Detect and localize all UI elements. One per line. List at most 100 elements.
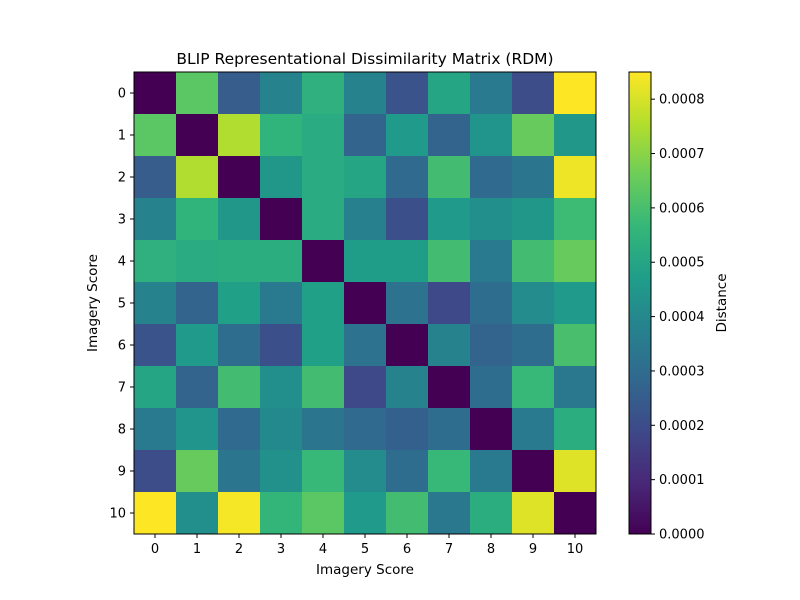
heatmap-cell: [512, 366, 555, 409]
colorbar-tick-label: 0.0006: [659, 201, 705, 216]
heatmap-cell: [260, 282, 303, 325]
heatmap-cell: [260, 156, 303, 199]
heatmap-cell: [386, 450, 429, 493]
x-axis-ticks: 0 1 2 3 4 5 6 7 8 9 10: [151, 534, 583, 557]
heatmap-cell: [386, 366, 429, 409]
heatmap-cell: [470, 72, 513, 115]
heatmap-cell: [554, 114, 597, 157]
heatmap-cell: [554, 72, 597, 115]
heatmap-cell: [176, 450, 219, 493]
heatmap-cell: [302, 450, 345, 493]
heatmap-cell: [344, 324, 387, 367]
heatmap-cell: [218, 72, 261, 115]
x-tick-label: 6: [403, 542, 411, 557]
colorbar-tick-label: 0.0000: [659, 528, 705, 543]
heatmap-cell: [428, 450, 471, 493]
heatmap-cell: [470, 492, 513, 535]
colorbar-tick-label: 0.0008: [659, 93, 705, 108]
heatmap-cell: [428, 492, 471, 535]
heatmap-cell: [554, 324, 597, 367]
heatmap-cell: [134, 72, 177, 115]
heatmap-cell: [386, 324, 429, 367]
heatmap-cell: [218, 492, 261, 535]
heatmap-cell: [134, 156, 177, 199]
y-axis-label: Imagery Score: [85, 254, 101, 352]
x-axis-label: Imagery Score: [316, 562, 414, 578]
y-tick-label: 1: [118, 129, 126, 144]
heatmap-cell: [302, 72, 345, 115]
heatmap-cell: [302, 282, 345, 325]
colorbar: [628, 71, 652, 535]
heatmap-cell: [134, 240, 177, 283]
heatmap-cell: [428, 72, 471, 115]
heatmap-cell: [428, 282, 471, 325]
heatmap-cell: [470, 240, 513, 283]
heatmap-cell: [554, 240, 597, 283]
heatmap-cell: [176, 198, 219, 241]
heatmap-cell: [344, 156, 387, 199]
x-tick-label: 10: [567, 542, 584, 557]
colorbar-tick-label: 0.0001: [659, 473, 705, 488]
heatmap-cell: [470, 282, 513, 325]
heatmap-cell: [176, 72, 219, 115]
heatmap-cell: [344, 492, 387, 535]
heatmap-cell: [470, 114, 513, 157]
heatmap-cell: [134, 492, 177, 535]
heatmap-cell: [302, 408, 345, 451]
heatmap-cell: [344, 198, 387, 241]
colorbar-tick-label: 0.0002: [659, 419, 705, 434]
heatmap-cell: [512, 324, 555, 367]
heatmap-cell: [176, 408, 219, 451]
heatmap-cell: [218, 198, 261, 241]
heatmap-cell: [302, 492, 345, 535]
heatmap-cell: [218, 324, 261, 367]
heatmap-cell: [470, 156, 513, 199]
x-tick-label: 7: [445, 542, 453, 557]
heatmap-cell: [386, 492, 429, 535]
chart-title: BLIP Representational Dissimilarity Matr…: [176, 50, 553, 68]
heatmap-cell: [302, 366, 345, 409]
heatmap-cell: [260, 114, 303, 157]
heatmap-cell: [512, 240, 555, 283]
colorbar-tick-label: 0.0005: [659, 256, 705, 271]
heatmap-cell: [512, 450, 555, 493]
heatmap-cell: [554, 492, 597, 535]
y-tick-label: 4: [118, 255, 126, 270]
heatmap-cell: [470, 324, 513, 367]
heatmap-cell: [554, 366, 597, 409]
y-tick-label: 8: [118, 423, 126, 438]
heatmap-cell: [260, 240, 303, 283]
heatmap-cell: [344, 450, 387, 493]
heatmap-cell: [134, 198, 177, 241]
heatmap-cell: [302, 156, 345, 199]
y-tick-label: 2: [118, 171, 126, 186]
x-tick-label: 8: [487, 542, 495, 557]
heatmap-cell: [218, 282, 261, 325]
heatmap-cell: [344, 282, 387, 325]
heatmap-cell: [302, 114, 345, 157]
heatmap-cell: [428, 198, 471, 241]
heatmap-cell: [386, 408, 429, 451]
y-axis-ticks: 0 1 2 3 4 5 6 7 8 9 10: [109, 87, 134, 522]
heatmap-cell: [176, 492, 219, 535]
heatmap-cell: [554, 198, 597, 241]
heatmap-cell: [554, 156, 597, 199]
heatmap-cell: [386, 72, 429, 115]
heatmap-cell: [260, 450, 303, 493]
heatmap-cell: [386, 240, 429, 283]
heatmap-cell: [344, 240, 387, 283]
heatmap-cell: [470, 198, 513, 241]
heatmap-cell: [512, 156, 555, 199]
heatmap-cell: [218, 114, 261, 157]
heatmap-cell: [302, 324, 345, 367]
heatmap-cell: [134, 408, 177, 451]
heatmap-cell: [512, 114, 555, 157]
y-tick-label: 9: [118, 465, 126, 480]
colorbar-label: Distance: [714, 273, 730, 332]
x-tick-label: 5: [361, 542, 369, 557]
heatmap-cell: [176, 324, 219, 367]
heatmap-cell: [176, 114, 219, 157]
heatmap-cell: [176, 156, 219, 199]
heatmap-cell: [386, 156, 429, 199]
y-tick-label: 0: [118, 87, 126, 102]
